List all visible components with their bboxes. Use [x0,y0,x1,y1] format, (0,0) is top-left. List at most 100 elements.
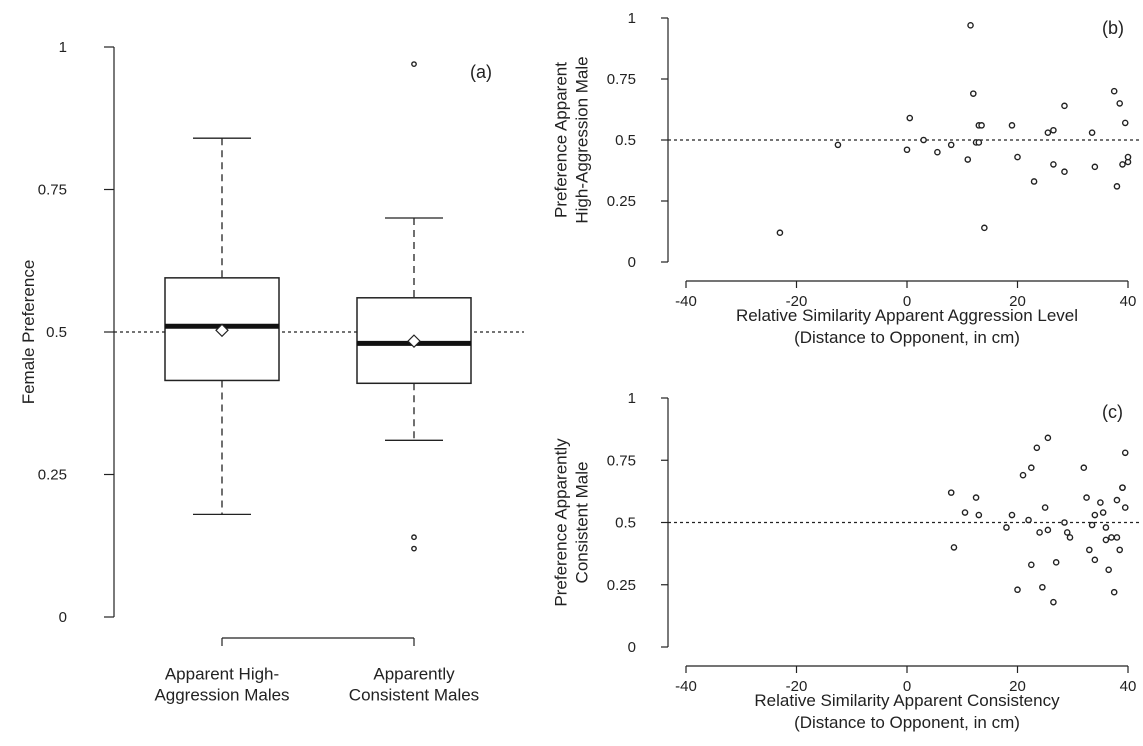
c-data-point [947,489,955,496]
b-data-point [964,156,972,163]
b-x-tick-label: 40 [1120,293,1137,310]
b-data-point [970,90,977,97]
c-data-point [1019,471,1027,479]
b-data-point [920,136,927,144]
c-y-tick-label: 0.5 [615,515,636,532]
c-data-point [1105,566,1112,574]
b-y-tick-label: 0 [628,254,636,271]
a-mean-marker [215,323,229,338]
c-data-point [1003,524,1010,531]
c-data-point [1039,583,1046,591]
b-y-tick-label: 1 [628,10,636,27]
b-data-point [947,141,955,149]
c-data-point [1097,499,1104,506]
b-y-tick-label: 0.5 [615,132,636,149]
c-data-point [1113,496,1121,504]
b-data-point [776,229,784,237]
b-data-point [978,122,985,129]
c-data-point [1044,526,1052,534]
c-data-point [1028,561,1035,569]
c-data-point [1041,504,1049,511]
c-data-point [1110,588,1118,596]
c-data-point [1036,529,1043,536]
c-data-point [1102,536,1110,544]
b-x-tick-label: -40 [675,293,697,310]
b-data-point [1116,100,1124,107]
b-y-axis-title: Preference Apparent High-Aggression Male [552,56,592,223]
c-data-point [961,509,969,516]
c-data-point [1088,521,1096,529]
c-x-tick-label: -40 [675,678,697,695]
b-data-point [1050,161,1057,168]
b-data-point [834,141,842,149]
c-data-point [1044,434,1052,442]
c-data-point [1028,464,1035,472]
a-y-tick-label: 0 [59,609,67,626]
b-data-point [1110,87,1118,95]
c-data-point [1050,598,1057,606]
c-x-tick-label: 20 [1009,678,1026,695]
c-data-point [1066,534,1074,541]
b-data-point [1088,129,1096,136]
c-data-point [1033,444,1041,452]
b-panel-label: (b) [1102,18,1124,38]
b-data-point [1050,126,1057,134]
b-y-tick-label: 0.25 [607,193,636,210]
c-data-point [1025,516,1032,524]
a-x-tick-label: Apparent High-Aggression Males [154,665,289,705]
b-data-point [981,224,988,232]
c-y-tick-label: 0.25 [607,577,636,594]
b-data-point [1061,168,1068,176]
b-data-point [1121,119,1129,127]
b-data-point [975,139,983,146]
c-x-tick-label: 40 [1120,678,1137,695]
b-x-axis-title: Relative Similarity Apparent Aggression … [736,306,1078,347]
c-data-point [1108,534,1115,541]
c-data-point [1121,449,1129,457]
c-data-point [1121,504,1129,511]
b-x-tick-label: 0 [903,293,911,310]
c-data-point [972,494,980,501]
b-data-point [1113,183,1121,190]
a-x-tick-label: Apparently Consistent Males [349,665,479,705]
c-data-point [1099,509,1107,516]
c-data-point [1008,511,1016,519]
a-panel-label: (a) [470,62,492,82]
b-data-point [1119,161,1126,168]
b-data-point [967,22,974,29]
c-panel-label: (c) [1102,402,1123,422]
b-data-point [1044,129,1052,136]
b-data-point [1014,153,1021,161]
c-data-point [1113,534,1121,541]
b-x-tick-label: 20 [1009,293,1026,310]
c-data-point [975,511,983,519]
a-outlier-point [411,61,417,67]
b-data-point [934,148,941,156]
b-x-tick-label: -20 [786,293,808,310]
c-data-point [1116,546,1124,554]
b-data-point [903,146,911,154]
b-data-point [1124,153,1132,161]
a-outlier-point [411,534,417,541]
c-y-tick-label: 0.75 [607,452,636,469]
c-x-tick-label: -20 [786,678,808,695]
a-y-axis-title: Female Preference [19,260,38,405]
a-y-tick-label: 0.5 [46,324,67,341]
c-data-point [1091,556,1099,564]
b-data-point [1008,122,1016,129]
b-data-point [1091,163,1099,171]
c-data-point [1080,464,1088,472]
c-x-tick-label: 0 [903,678,911,695]
a-y-tick-label: 1 [59,39,67,56]
c-data-point [950,544,958,551]
c-data-point [1052,559,1060,566]
c-y-tick-label: 1 [628,390,636,407]
a-outlier-point [411,545,417,552]
c-x-axis-title: Relative Similarity Apparent Consistency… [754,691,1060,732]
c-data-point [1061,519,1068,526]
a-y-tick-label: 0.75 [38,182,67,199]
b-y-tick-label: 0.75 [607,71,636,88]
b-data-point [906,114,914,122]
